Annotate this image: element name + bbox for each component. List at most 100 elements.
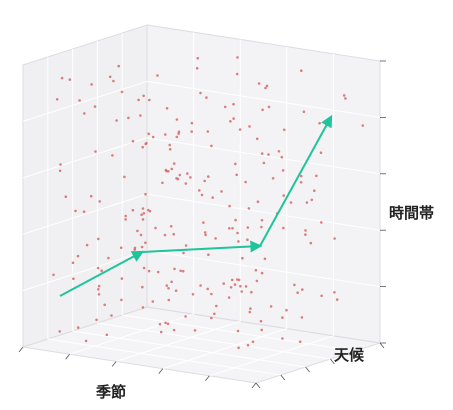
scatter-point [142, 266, 146, 270]
scatter-point [296, 291, 299, 295]
scatter-point [282, 226, 285, 230]
scatter-point [335, 298, 339, 301]
x-tick-2 [330, 358, 335, 365]
scatter-point [280, 155, 284, 159]
scatter-point [120, 298, 123, 302]
scatter-point [85, 243, 89, 247]
scatter-point [255, 279, 259, 283]
scatter-point [170, 167, 174, 171]
scatter-point [222, 282, 225, 285]
grid-line-floor-x-3 [47, 338, 281, 376]
scatter-point [165, 107, 169, 110]
scatter-point [246, 226, 250, 229]
scatter-point [361, 124, 365, 127]
scatter-point [136, 229, 139, 233]
scatter-point [261, 108, 264, 112]
scatter-point [82, 210, 86, 213]
scatter-point [319, 151, 323, 154]
grid-line-left-z-1 [22, 193, 148, 235]
scatter-point [76, 326, 80, 329]
scatter-point [131, 208, 135, 212]
scatter-point [228, 227, 231, 230]
scatter-point [100, 269, 103, 273]
scatter-point [260, 152, 264, 155]
scatter-point [232, 117, 235, 120]
scatter-point [74, 209, 77, 213]
scatter-point [250, 290, 253, 294]
scatter-point [246, 343, 250, 347]
scatter-point [236, 231, 239, 235]
scatter-point [236, 56, 239, 59]
scatter-point [256, 200, 260, 203]
scatter-point [285, 308, 288, 312]
scatter-point [169, 225, 173, 228]
scatter-point [112, 79, 115, 83]
scatter-point [210, 316, 213, 320]
scatter-point [159, 330, 163, 334]
scatter-point [127, 116, 130, 120]
scatter-point [148, 209, 152, 213]
scatter-point [231, 227, 234, 230]
scatter-point [318, 121, 321, 125]
scatter-point [52, 273, 55, 277]
x-tick-0 [379, 342, 385, 349]
scatter-point [238, 128, 242, 131]
scatter-point [299, 174, 303, 178]
scatter-point [228, 204, 231, 208]
scatter-point [167, 298, 171, 302]
scatter-point [210, 144, 213, 148]
scatter-point [179, 269, 182, 273]
scatter-point [110, 314, 113, 317]
scatter-point [172, 232, 175, 236]
scatter-point [177, 130, 181, 134]
scatter-point [96, 266, 100, 270]
scatter-point [235, 72, 239, 76]
scatter-point [164, 168, 168, 172]
grid-line-left-z-3 [22, 80, 148, 122]
scatter-point [137, 98, 140, 102]
scatter-point [144, 241, 147, 245]
scatter-point [72, 277, 75, 281]
scatter-point [166, 322, 170, 326]
x-axis-label: 季節 [96, 383, 126, 401]
scatter-point [184, 315, 187, 318]
scatter-point [141, 145, 144, 149]
grid-line-floor-x-2 [72, 330, 306, 368]
arrow-segment-1 [59, 250, 145, 297]
scatter-point [165, 284, 169, 287]
scatter-point [249, 307, 252, 310]
scatter-point [304, 229, 307, 232]
scatter-point [84, 339, 88, 343]
scatter-point [260, 271, 264, 275]
scatter-point [265, 84, 269, 88]
scatter-point [97, 284, 101, 288]
scatter-point [281, 337, 284, 340]
scatter-point [93, 105, 97, 108]
scatter-point [133, 248, 136, 251]
scatter-point [60, 76, 64, 80]
scatter-point [147, 132, 150, 136]
scatter-point [259, 319, 263, 323]
scatter-point [163, 233, 167, 237]
scatter-point [97, 237, 100, 241]
scatter-point [199, 91, 202, 95]
scatter-point [123, 175, 126, 179]
scatter-point [141, 218, 145, 221]
scatter-point [333, 237, 336, 240]
scatter-point [301, 288, 304, 291]
scatter-point [302, 110, 306, 113]
scatter-point [246, 238, 249, 241]
scatter-point [210, 292, 213, 296]
grid-line-floor-x-0 [122, 314, 356, 352]
scatter-point [236, 329, 240, 333]
scatter-point [167, 170, 170, 173]
scatter-point [315, 174, 318, 178]
scatter-point [282, 194, 286, 197]
scatter-point [120, 90, 124, 94]
scatter-point [233, 283, 237, 286]
scatter-point [281, 316, 284, 319]
scatter-point [107, 256, 110, 260]
scatter-point [320, 294, 323, 298]
scatter-point [300, 316, 304, 319]
